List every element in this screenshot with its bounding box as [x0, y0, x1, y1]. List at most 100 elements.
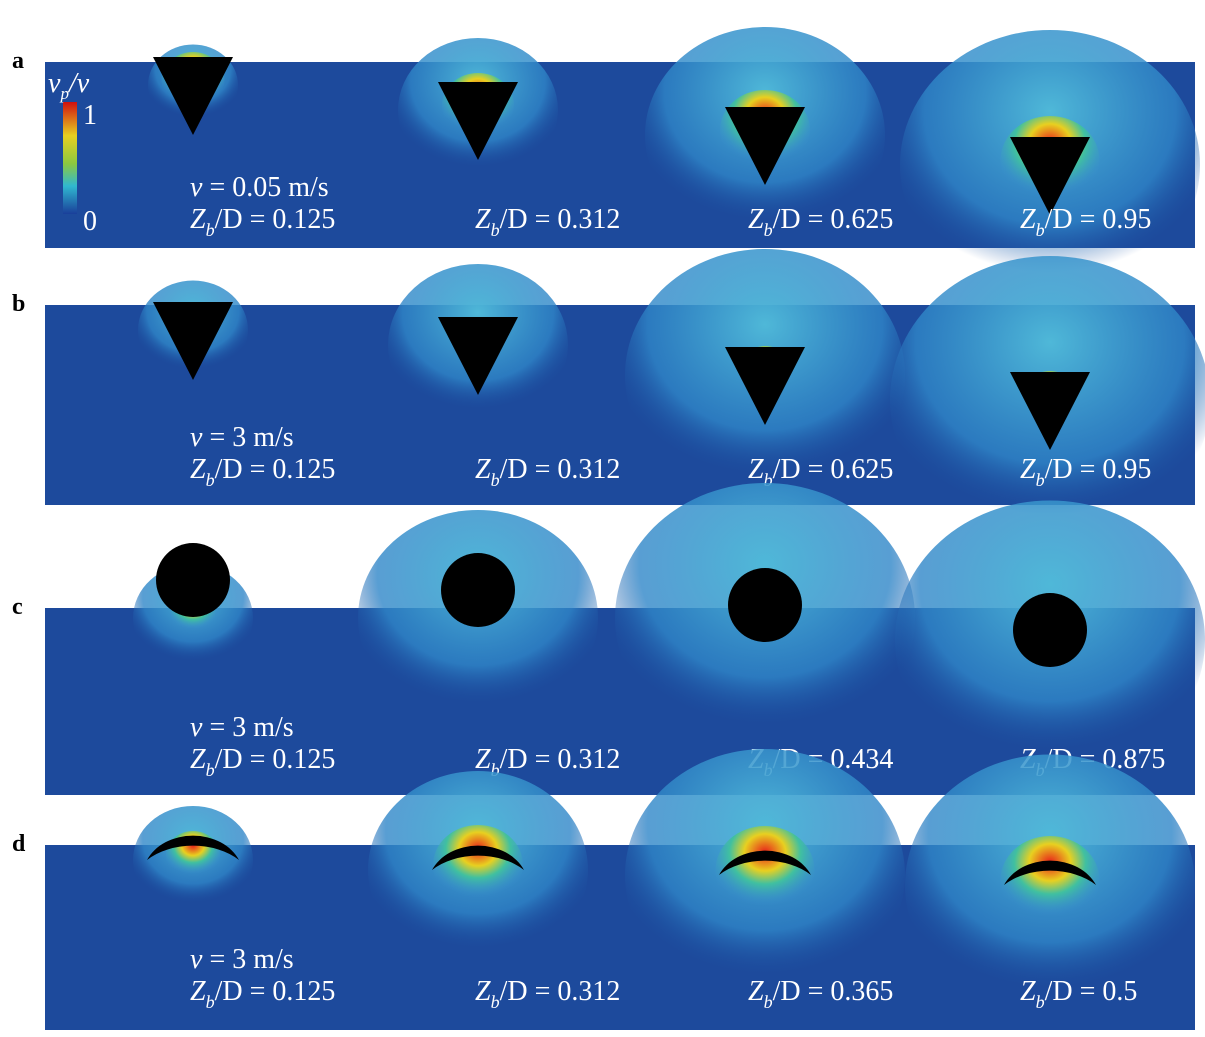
panel-letter: d [12, 831, 26, 857]
text-part: /D = 0.95 [1045, 204, 1152, 235]
colorbar [63, 102, 77, 214]
sphere-indenter [156, 543, 230, 617]
text-part: /D = 0.312 [500, 454, 621, 485]
text-part: p [59, 84, 69, 103]
text-part: b [1036, 992, 1045, 1012]
text-part: b [1036, 470, 1045, 490]
depth-label: Zb/D = 0.95 [1020, 454, 1151, 490]
text-part: /D = 0.312 [500, 744, 621, 775]
depth-label: Zb/D = 0.312 [475, 976, 620, 1012]
text-part: /D = 0.625 [773, 454, 894, 485]
text-part: Z [190, 454, 206, 485]
text-part: b [206, 992, 215, 1012]
text-part: v [190, 422, 203, 453]
text-part: /D = 0.125 [215, 976, 336, 1007]
text-part: Z [1020, 454, 1036, 485]
depth-label: Zb/D = 0.312 [475, 204, 620, 240]
text-part: b [764, 470, 773, 490]
text-part: b [1036, 220, 1045, 240]
text-part: b [764, 220, 773, 240]
text-part: Z [190, 744, 206, 775]
text-part: b [206, 220, 215, 240]
text-part: /D = 0.95 [1045, 454, 1152, 485]
cone-indenter [153, 302, 233, 380]
text-part: b [491, 760, 500, 780]
depth-label: Zb/D = 0.125 [190, 454, 335, 490]
high-velocity-zone [433, 825, 523, 905]
depth-label: Zb/D = 0.312 [475, 454, 620, 490]
text-part: b [491, 992, 500, 1012]
high-velocity-zone [1000, 836, 1100, 924]
sphere-indenter [1013, 593, 1087, 667]
cone-indenter [1010, 137, 1090, 215]
text-part: Z [1020, 976, 1036, 1007]
panel-letter: b [12, 291, 25, 317]
high-velocity-zone [715, 826, 815, 914]
text-part: Z [475, 976, 491, 1007]
cone-indenter [1010, 372, 1090, 450]
velocity-label: v = 3 m/s [190, 712, 294, 743]
text-part: Z [190, 204, 206, 235]
text-part: Z [190, 976, 206, 1007]
text-part: /D = 0.365 [773, 976, 894, 1007]
text-part: b [206, 470, 215, 490]
depth-label: Zb/D = 0.365 [748, 976, 893, 1012]
cone-indenter [153, 57, 233, 135]
text-part: /D = 0.125 [215, 744, 336, 775]
text-part: Z [1020, 204, 1036, 235]
text-part: /D = 0.125 [215, 454, 336, 485]
depth-label: Zb/D = 0.312 [475, 744, 620, 780]
text-part: b [491, 220, 500, 240]
text-part: b [764, 992, 773, 1012]
cap-indenter [1004, 860, 1096, 885]
velocity-label: v = 3 m/s [190, 944, 294, 975]
colorbar-label: vp/v [48, 68, 90, 103]
text-part: Z [748, 976, 764, 1007]
colorbar-max: 1 [83, 100, 97, 131]
cap-indenter [147, 835, 239, 860]
depth-label: Zb/D = 0.125 [190, 744, 335, 780]
text-part: Z [475, 454, 491, 485]
text-part: = 3 m/s [202, 422, 293, 453]
depth-label: Zb/D = 0.625 [748, 204, 893, 240]
text-part: = 0.05 m/s [202, 172, 328, 203]
colorbar-min: 0 [83, 206, 97, 237]
text-part: v [48, 68, 61, 99]
text-part: /D = 0.312 [500, 976, 621, 1007]
text-part: v [190, 172, 203, 203]
sphere-indenter [441, 553, 515, 627]
cone-indenter [725, 347, 805, 425]
text-part: Z [475, 744, 491, 775]
text-part: v [190, 712, 203, 743]
text-part: /D = 0.625 [773, 204, 894, 235]
panel-letter: a [12, 48, 24, 74]
text-part: /D = 0.125 [215, 204, 336, 235]
sphere-indenter [728, 568, 802, 642]
panels: Zb/D = 0.125 Zb/D = 0.312 Zb/D = 0.625 Zb/D… [12, 27, 1205, 1030]
text-part: Z [748, 454, 764, 485]
depth-label: Zb/D = 0.5 [1020, 976, 1137, 1012]
depth-label: Zb/D = 0.125 [190, 204, 335, 240]
cap-indenter [432, 845, 524, 870]
cone-indenter [725, 107, 805, 185]
text-part: v [190, 944, 203, 975]
depth-label: Zb/D = 0.125 [190, 976, 335, 1012]
text-part: b [491, 470, 500, 490]
text-part: b [206, 760, 215, 780]
text-part: /D = 0.5 [1045, 976, 1138, 1007]
text-part: = 3 m/s [202, 944, 293, 975]
cone-indenter [438, 317, 518, 395]
depth-label: Zb/D = 0.95 [1020, 204, 1151, 240]
velocity-label: v = 0.05 m/s [190, 172, 329, 203]
text-part: Z [475, 204, 491, 235]
text-part: Z [748, 204, 764, 235]
text-part: /D = 0.312 [500, 204, 621, 235]
cap-indenter [719, 850, 811, 875]
velocity-label: v = 3 m/s [190, 422, 294, 453]
panel-letter: c [12, 594, 23, 620]
text-part: /v [67, 68, 90, 99]
cone-indenter [438, 82, 518, 160]
text-part: = 3 m/s [202, 712, 293, 743]
depth-label: Zb/D = 0.625 [748, 454, 893, 490]
